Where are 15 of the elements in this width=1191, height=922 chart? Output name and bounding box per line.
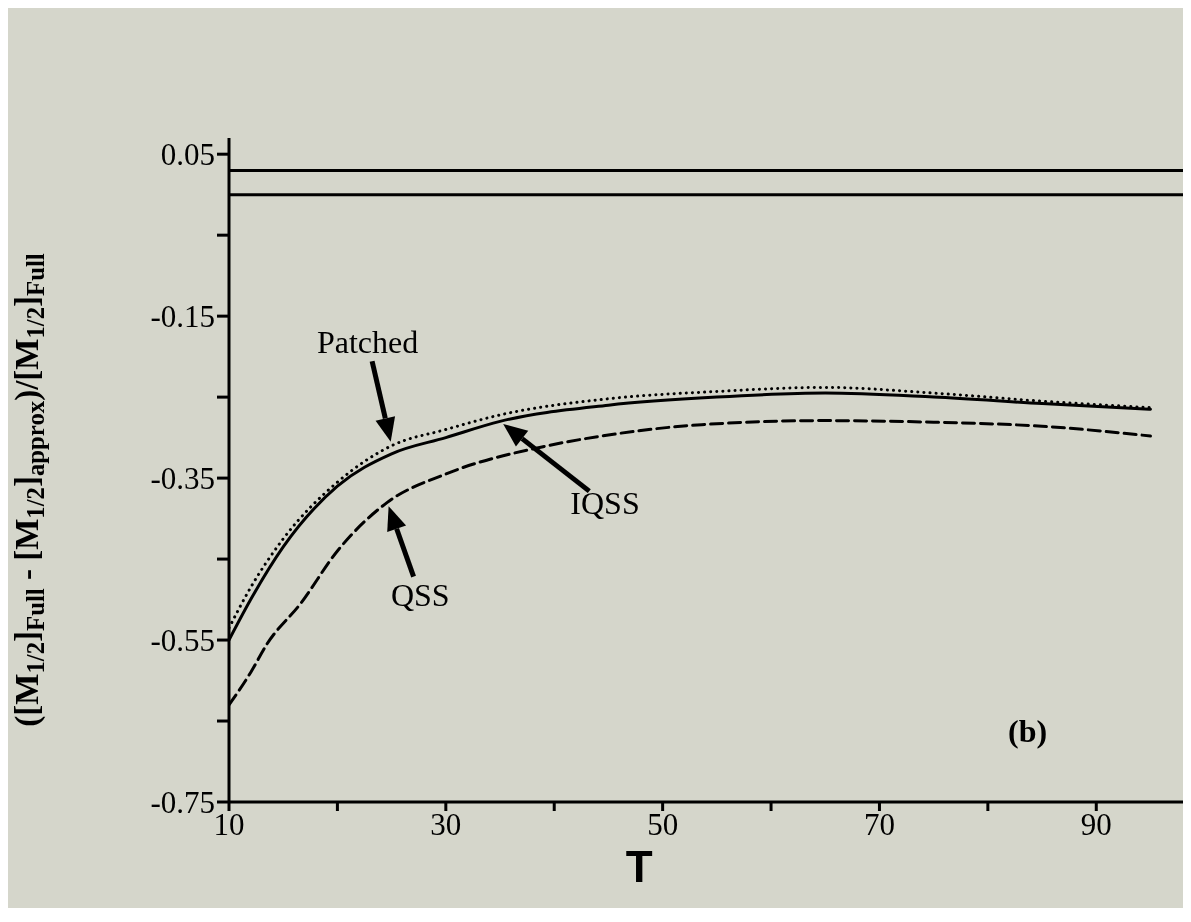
y-tick-label: -0.35 [150,461,215,497]
annotation: IQSS [570,485,640,522]
x-tick-label: 90 [1080,807,1112,843]
annotation: (b) [1008,713,1048,750]
x-axis-title: T [625,842,653,891]
y-tick-label: -0.75 [150,785,215,821]
annotation: QSS [390,577,450,614]
x-tick-label: 30 [430,807,462,843]
annotation: Patched [316,323,419,360]
y-tick-label: -0.55 [150,623,215,659]
x-tick-label: 50 [647,807,679,843]
x-tick-label: 70 [863,807,895,843]
y-tick-label: -0.15 [150,299,215,335]
y-tick-label: 0.05 [160,137,215,173]
x-tick-label: 10 [213,807,245,843]
